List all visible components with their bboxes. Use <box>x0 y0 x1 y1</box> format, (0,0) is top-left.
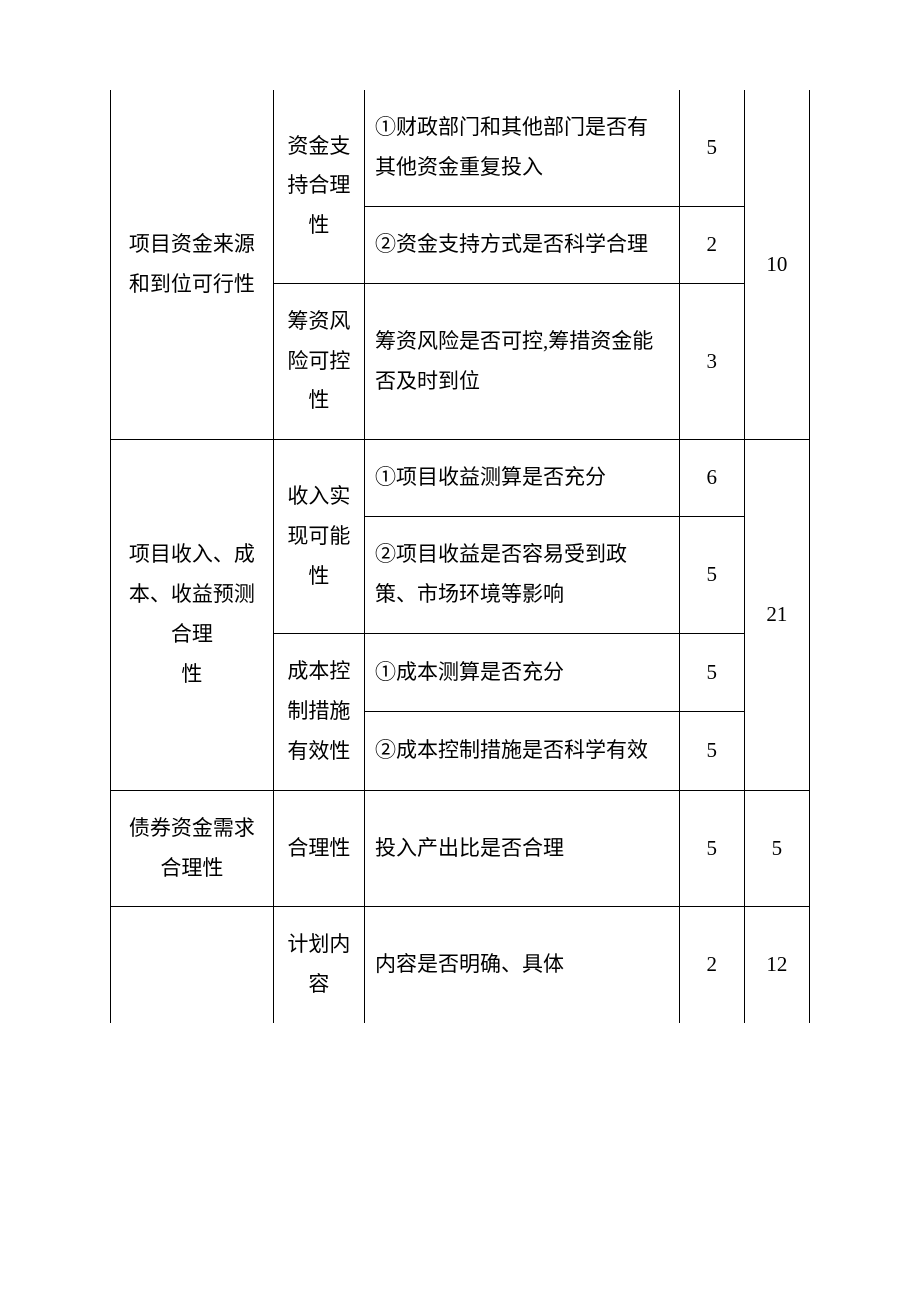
total-cell: 12 <box>744 907 809 1023</box>
score-cell: 2 <box>679 206 744 283</box>
subgroup-cell: 资金支持合理性 <box>273 90 364 283</box>
table-row: 计划内容 内容是否明确、具体 2 12 <box>111 907 810 1023</box>
desc-cell: ①财政部门和其他部门是否有其他资金重复投入 <box>364 90 679 206</box>
subgroup-cell: 收入实现可能性 <box>273 440 364 634</box>
desc-cell: 筹资风险是否可控,筹措资金能否及时到位 <box>364 283 679 440</box>
table-row: 债券资金需求合理性 合理性 投入产出比是否合理 5 5 <box>111 790 810 907</box>
subgroup-cell: 成本控制措施有效性 <box>273 634 364 791</box>
score-cell: 5 <box>679 90 744 206</box>
desc-cell: ①项目收益测算是否充分 <box>364 440 679 517</box>
score-cell: 5 <box>679 517 744 634</box>
total-cell: 10 <box>744 90 809 440</box>
desc-cell: ②成本控制措施是否科学有效 <box>364 712 679 790</box>
score-cell: 2 <box>679 907 744 1023</box>
score-cell: 3 <box>679 283 744 440</box>
total-cell: 21 <box>744 440 809 790</box>
category-cell <box>111 907 274 1023</box>
desc-cell: ②项目收益是否容易受到政策、市场环境等影响 <box>364 517 679 634</box>
score-cell: 5 <box>679 712 744 790</box>
subgroup-cell: 合理性 <box>273 790 364 907</box>
subgroup-cell: 计划内容 <box>273 907 364 1023</box>
desc-cell: 内容是否明确、具体 <box>364 907 679 1023</box>
score-cell: 5 <box>679 634 744 712</box>
total-cell: 5 <box>744 790 809 907</box>
subgroup-cell: 筹资风险可控性 <box>273 283 364 440</box>
evaluation-table: 项目资金来源和到位可行性 资金支持合理性 ①财政部门和其他部门是否有其他资金重复… <box>110 90 810 1023</box>
category-cell: 项目收入、成本、收益预测合理 性 <box>111 440 274 790</box>
table-row: 项目资金来源和到位可行性 资金支持合理性 ①财政部门和其他部门是否有其他资金重复… <box>111 90 810 206</box>
desc-cell: ②资金支持方式是否科学合理 <box>364 206 679 283</box>
score-cell: 5 <box>679 790 744 907</box>
category-cell: 债券资金需求合理性 <box>111 790 274 907</box>
desc-cell: ①成本测算是否充分 <box>364 634 679 712</box>
table-row: 项目收入、成本、收益预测合理 性 收入实现可能性 ①项目收益测算是否充分 6 2… <box>111 440 810 517</box>
category-cell: 项目资金来源和到位可行性 <box>111 90 274 440</box>
score-cell: 6 <box>679 440 744 517</box>
desc-cell: 投入产出比是否合理 <box>364 790 679 907</box>
